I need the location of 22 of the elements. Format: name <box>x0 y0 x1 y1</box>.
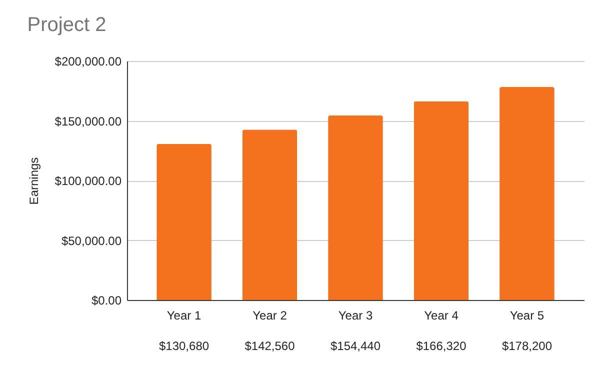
y-tick-label: $150,000.00 <box>54 114 122 128</box>
x-tick-label: Year 2 <box>252 308 288 322</box>
chart-title: Project 2 <box>27 14 106 36</box>
data-label: $130,680 <box>158 339 210 353</box>
y-tick-label: $0.00 <box>91 294 122 308</box>
bar <box>414 101 469 300</box>
y-tick-label: $100,000.00 <box>54 174 122 188</box>
y-tick-label: $200,000.00 <box>54 54 122 68</box>
x-tick-label: Year 1 <box>166 308 202 322</box>
y-tick-label: $50,000.00 <box>61 234 122 248</box>
bar <box>500 87 554 300</box>
x-tick-label: Year 5 <box>510 308 544 322</box>
data-label: $142,560 <box>244 339 296 353</box>
data-label: $166,320 <box>416 339 467 353</box>
data-label: $154,440 <box>330 339 381 353</box>
bar <box>156 144 212 300</box>
bar <box>242 130 298 300</box>
data-label: $178,200 <box>502 339 552 353</box>
x-tick-label: Year 3 <box>338 308 373 322</box>
y-axis-title: Earnings <box>26 157 41 205</box>
bar <box>328 115 383 300</box>
x-tick-label: Year 4 <box>424 308 459 322</box>
